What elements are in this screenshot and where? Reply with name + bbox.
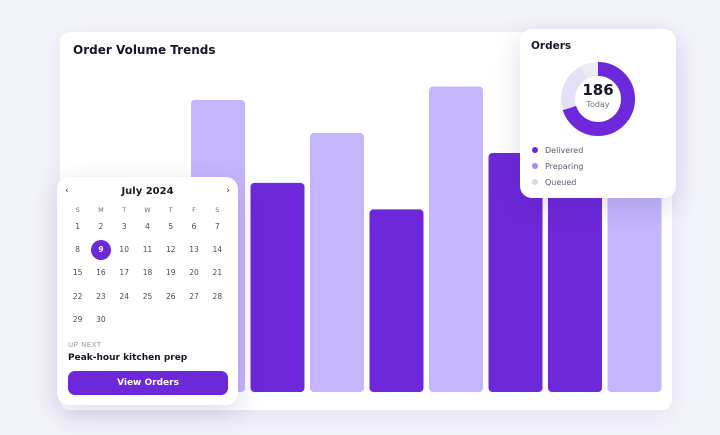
calendar-day[interactable]: 6: [191, 222, 197, 231]
calendar-day-selected[interactable]: 9: [89, 240, 112, 261]
calendar-day[interactable]: 5: [168, 222, 174, 231]
calendar-day[interactable]: 1: [75, 222, 81, 231]
chevron-left-icon[interactable]: ‹: [65, 186, 69, 196]
calendar-day[interactable]: 18: [142, 268, 153, 278]
calendar-day[interactable]: 24: [119, 291, 129, 301]
orders-card: Orders 186 Today Delivered Preparing Queue…: [520, 29, 676, 198]
orders-title: Orders: [531, 40, 572, 52]
calendar-day[interactable]: 26: [165, 291, 176, 301]
legend-item-delivered: Delivered: [532, 142, 583, 158]
calendar-day[interactable]: 10: [119, 245, 129, 255]
up-next-label: UP NEXT: [68, 341, 102, 349]
calendar-day[interactable]: 28: [212, 291, 223, 301]
legend-dot-icon: [532, 179, 538, 185]
legend-item-queued: Queued: [532, 174, 583, 190]
calendar-empty-cell: [206, 310, 229, 330]
calendar-day[interactable]: 4: [145, 222, 150, 231]
donut-segment-preparing: [561, 62, 635, 136]
calendar-day[interactable]: 7: [214, 222, 220, 231]
calendar-day[interactable]: 14: [212, 245, 223, 255]
weekday-label: S: [75, 206, 80, 214]
calendar-day[interactable]: 23: [96, 291, 106, 301]
calendar-empty-cell: [136, 310, 159, 330]
calendar-day[interactable]: 15: [72, 268, 83, 278]
chevron-right-icon[interactable]: ›: [226, 186, 230, 196]
legend-label: Delivered: [545, 145, 584, 155]
weekday-label: S: [215, 206, 220, 214]
calendar-week-row: 29 30: [66, 310, 229, 330]
calendar-week-row: 15 16 17 18 19 20 21: [66, 263, 229, 283]
view-orders-button[interactable]: View Orders: [68, 371, 228, 395]
weekday-label: T: [168, 206, 173, 214]
calendar-month: July 2024: [121, 186, 174, 197]
orders-donut-chart: [561, 62, 635, 136]
legend-dot-icon: [532, 163, 538, 169]
calendar-week-row: 22 23 24 25 26 27 28: [66, 287, 229, 307]
calendar-day[interactable]: 16: [96, 268, 106, 278]
calendar-day[interactable]: 19: [165, 268, 176, 278]
chart-bar-10: [607, 176, 662, 392]
chart-bar-8: [488, 152, 543, 392]
weekday-label: M: [98, 206, 104, 214]
chart-bar-4: [250, 182, 305, 392]
chart-bar-6: [369, 209, 424, 392]
orders-count: 186: [582, 81, 614, 99]
calendar-day[interactable]: 3: [121, 222, 127, 231]
chart-title: Order Volume Trends: [73, 43, 216, 57]
weekday-label: F: [192, 206, 196, 214]
legend-label: Queued: [545, 177, 577, 187]
calendar-day[interactable]: 21: [212, 268, 223, 278]
calendar-day[interactable]: 27: [189, 291, 199, 301]
up-next-title: Peak-hour kitchen prep: [68, 353, 188, 363]
weekday-label: T: [122, 206, 127, 214]
weekday-label: W: [144, 206, 151, 214]
calendar-day[interactable]: 17: [119, 268, 129, 278]
legend-item-preparing: Preparing: [532, 158, 583, 174]
calendar-day[interactable]: 22: [72, 291, 83, 301]
calendar-empty-cell: [182, 310, 205, 330]
orders-legend: Delivered Preparing Queued: [532, 142, 583, 190]
legend-dot-icon: [532, 147, 538, 153]
calendar-day[interactable]: 8: [75, 245, 81, 255]
calendar-day[interactable]: 20: [189, 268, 199, 278]
calendar-day[interactable]: 30: [96, 314, 106, 324]
orders-count-label: Today: [586, 100, 610, 109]
chart-bar-9: [548, 192, 602, 392]
chart-bar-7: [429, 86, 483, 392]
calendar-day[interactable]: 25: [142, 291, 153, 301]
calendar-day[interactable]: 12: [165, 245, 176, 255]
calendar-day[interactable]: 11: [142, 245, 153, 255]
donut-segment-queued: [561, 62, 635, 136]
legend-label: Preparing: [545, 161, 584, 171]
calendar-week-row: 1 2 3 4 5 6 7: [66, 217, 229, 237]
calendar-day[interactable]: 29: [72, 314, 83, 324]
calendar-day[interactable]: 13: [189, 245, 199, 255]
calendar-empty-cell: [159, 310, 182, 330]
calendar-empty-cell: [113, 310, 136, 330]
chart-bar-5: [310, 133, 364, 393]
calendar-day[interactable]: 2: [98, 222, 104, 231]
calendar-week-row: 8 9 10 11 12 13 14: [66, 240, 229, 261]
